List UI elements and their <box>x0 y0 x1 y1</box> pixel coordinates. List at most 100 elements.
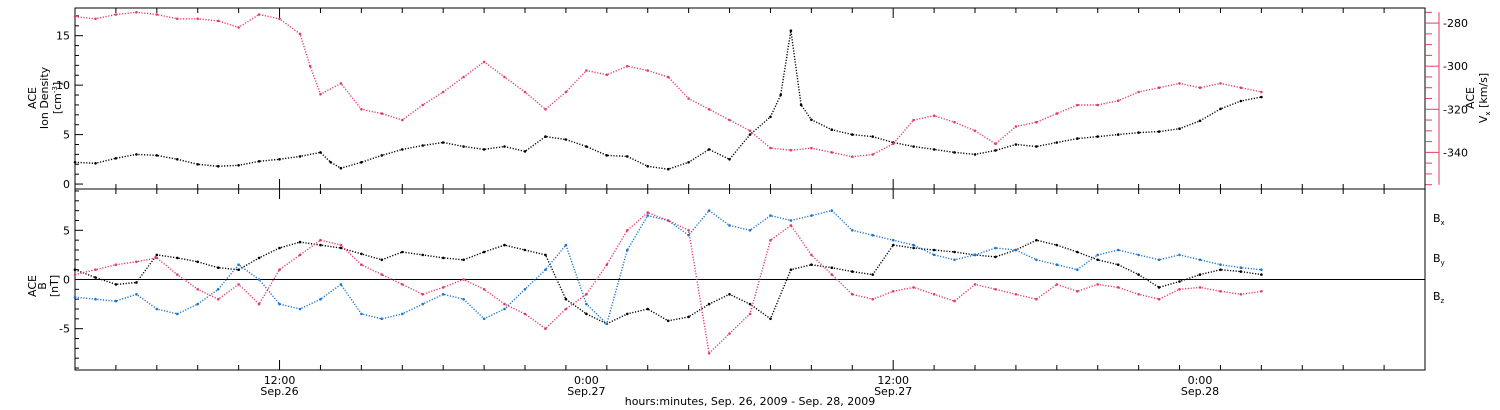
bx-point <box>319 243 322 247</box>
bx-point <box>1219 268 1222 272</box>
ion-density-point <box>1014 143 1018 146</box>
vx-point <box>1014 125 1018 128</box>
by-point <box>871 233 874 237</box>
vx-point <box>73 15 77 18</box>
vx-point <box>1055 112 1059 115</box>
bz-point <box>155 256 159 260</box>
bx-point <box>1116 263 1120 267</box>
bx-point <box>1198 273 1202 276</box>
ion-density-point <box>779 93 782 97</box>
vx-point <box>769 146 772 150</box>
bottom-ylabel-line2: B <box>36 282 49 290</box>
by-point <box>94 297 97 301</box>
top-ytick-label: 0 <box>63 178 70 191</box>
ion-density-point <box>687 161 690 164</box>
bz-point <box>421 293 425 296</box>
by-point <box>1260 268 1263 272</box>
vx-point <box>585 69 588 72</box>
bz-point <box>401 283 404 286</box>
ion-density-point <box>626 155 629 158</box>
bz-point <box>605 263 609 267</box>
bz-point <box>503 302 506 306</box>
vx-point <box>707 108 711 111</box>
top-series-group <box>73 11 1263 171</box>
bx-point <box>135 281 138 284</box>
vx-point <box>176 17 179 21</box>
bottom-series-group <box>73 209 1263 355</box>
by-point <box>482 317 486 321</box>
bx-point <box>912 246 915 250</box>
ion-density-point <box>646 165 649 168</box>
ion-density-line <box>74 30 1262 170</box>
bx-point <box>769 317 772 321</box>
ion-density-point <box>1198 119 1202 123</box>
vx-point <box>973 129 977 133</box>
bottom-ylabel-unit: [nT] <box>48 275 61 297</box>
by-point <box>953 258 956 262</box>
bz-point <box>871 297 874 301</box>
ion-density-point <box>1137 131 1140 134</box>
ion-density-point <box>421 144 425 147</box>
vx-point <box>1260 90 1263 94</box>
by-point <box>237 263 240 267</box>
bx-point <box>871 273 874 276</box>
bz-point <box>994 288 997 291</box>
bz-point <box>135 260 138 264</box>
bz-point <box>1239 293 1243 296</box>
bz-point <box>1096 283 1099 286</box>
by-point <box>462 297 465 301</box>
ion-density-point <box>769 115 772 119</box>
ion-density-point <box>748 133 752 136</box>
ion-density-point <box>329 161 333 164</box>
bz-point <box>1035 297 1038 301</box>
bx-point <box>1035 238 1038 242</box>
vx-point <box>1096 103 1099 107</box>
bz-point <box>748 312 752 316</box>
ion-density-point <box>523 150 527 153</box>
ion-density-point <box>666 167 670 171</box>
ion-density-point <box>1260 95 1263 99</box>
vx-point <box>1198 86 1202 89</box>
bz-point <box>1198 286 1202 289</box>
bx-point <box>237 268 240 272</box>
bx-point <box>994 255 997 259</box>
ion-density-point <box>973 153 977 156</box>
ion-density-point <box>1157 130 1161 133</box>
bz-point <box>523 312 527 316</box>
top-right-axis: -280 -300 -320 -340 <box>1425 11 1468 186</box>
ion-density-point <box>155 154 159 157</box>
by-point <box>810 214 813 217</box>
bz-point <box>728 332 731 335</box>
top-ylabel-line1: ACE <box>26 87 39 109</box>
top-y2label-line2: Vx [km/s] <box>1477 73 1492 123</box>
by-point <box>114 299 118 303</box>
xtick-time-label: 12:00 <box>877 374 909 387</box>
by-point <box>994 246 997 250</box>
bx-point <box>1137 273 1140 276</box>
ion-density-point <box>237 164 240 167</box>
by-line <box>74 209 1262 326</box>
bz-point <box>932 293 936 296</box>
by-point <box>605 322 609 326</box>
top-y2label-line1: ACE <box>1464 87 1477 109</box>
vx-point <box>912 118 915 122</box>
bz-point <box>769 238 772 242</box>
bx-point <box>1178 280 1181 283</box>
bottom-ytick-label: 5 <box>63 224 70 237</box>
top-ylabel-line2: Ion Density <box>38 66 51 129</box>
bz-point <box>544 327 547 331</box>
by-point <box>932 253 936 257</box>
bx-point <box>1096 258 1099 262</box>
top-panel-frame <box>74 7 1426 190</box>
ion-density-point <box>953 151 956 154</box>
vx-point <box>196 17 199 21</box>
vx-point <box>605 73 609 77</box>
legend-bz: Bz <box>1433 290 1445 305</box>
top-ytick-label: 10 <box>56 79 70 92</box>
ion-density-point <box>728 158 731 161</box>
by-point <box>769 214 772 217</box>
bz-point <box>298 253 302 257</box>
bx-point <box>851 270 854 273</box>
bottom-ylabel-line1: ACE <box>26 275 39 297</box>
by-point <box>1239 266 1243 270</box>
